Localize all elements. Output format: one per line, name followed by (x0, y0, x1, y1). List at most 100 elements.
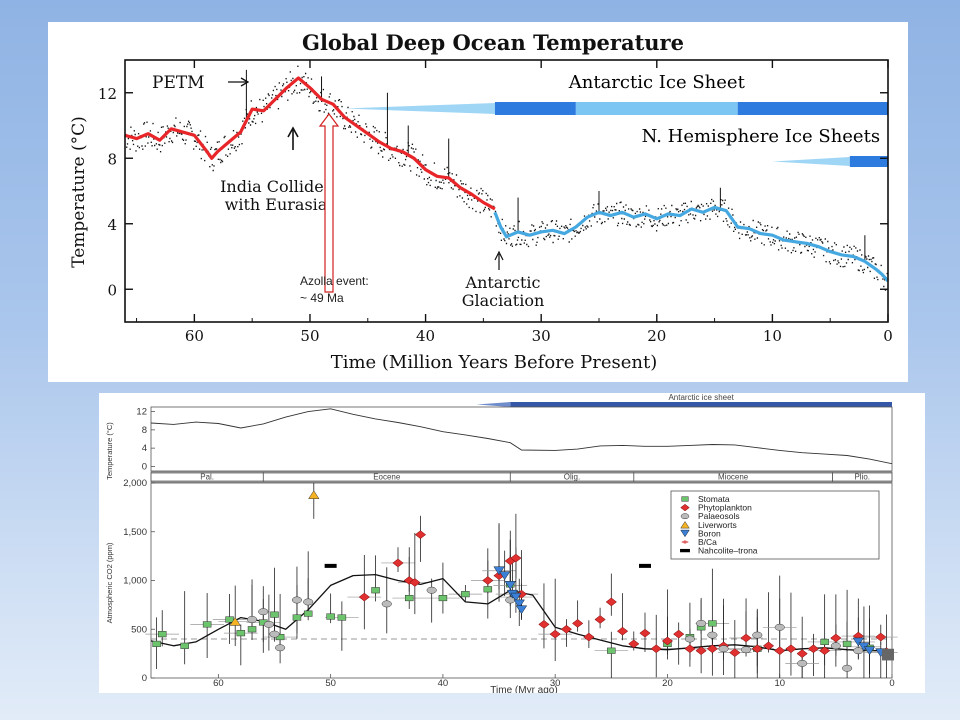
cross-c (683, 540, 687, 544)
ice-sheet-bars: Antarctic Ice Sheet N. Hemisphere Ice She… (344, 72, 888, 167)
co2-point-diamond (762, 641, 775, 651)
co2-point-triangle-up (308, 490, 320, 499)
co2-point-circle (381, 600, 392, 608)
inset-frame (150, 406, 893, 472)
inset-y-tick-label: 8 (142, 425, 147, 436)
legend-marker-cross (681, 540, 689, 544)
annotation-line: India Collides (220, 177, 332, 196)
co2-point-diamond (628, 639, 640, 649)
co2-point-circle (830, 642, 841, 650)
co2-x-axis-label: Time (Myr ago) (490, 685, 557, 693)
co2-point-circle (774, 623, 785, 631)
co2-point-square (180, 642, 189, 649)
legend-marker-diamond (680, 503, 690, 512)
co2-point-diamond (639, 628, 651, 638)
co2-point-diamond (650, 644, 662, 654)
co2-point-square (247, 626, 257, 633)
ice-bar-segment (849, 156, 888, 167)
co2-point-diamond (605, 597, 617, 607)
annotation-line: Azolla event: (300, 274, 369, 288)
annotation-line: ~ 49 Ma (300, 291, 344, 305)
co2-point-triangle-down (493, 566, 505, 576)
epoch-label: Pal. (200, 473, 214, 482)
co2-point-diamond (819, 646, 831, 656)
x-axis-label: Time (Million Years Before Present) (331, 352, 658, 373)
legend-box (670, 490, 880, 560)
co2-point-diamond (414, 530, 427, 539)
ice-bar-label: N. Hemisphere Ice Sheets (642, 126, 880, 147)
x-tick-label: 60 (185, 327, 204, 345)
deep-ocean-temperature-chart: Global Deep Ocean Temperature Antarctic … (69, 30, 893, 373)
co2-point-diamond (358, 592, 370, 602)
co2-point-diamond (594, 615, 606, 624)
x-tick-label: 50 (300, 327, 319, 345)
co2-point-triangle-up (229, 616, 241, 626)
antarctic-glaciation-arrow (494, 250, 504, 270)
co2-point-diamond (409, 578, 421, 587)
co2-point-triangle-down (863, 646, 876, 656)
inset-y-tick-label: 0 (142, 461, 147, 472)
co2-point-diamond (482, 576, 494, 585)
co2-epoch-strip (150, 472, 893, 483)
co2-point-circle (269, 630, 280, 638)
co2-point-diamond (751, 644, 763, 654)
co2-point-diamond (706, 644, 718, 654)
plot-frame (124, 59, 889, 323)
x-tick-label: 30 (532, 327, 551, 345)
co2-x-tick-label: 40 (438, 678, 449, 689)
legend-label: Stomata (698, 494, 730, 504)
co2-y-tick-label: 1,000 (123, 576, 147, 587)
legend-label: Liverworts (698, 520, 737, 530)
y-tick-label: 0 (107, 281, 117, 299)
co2-scatter: 0 500 1,000 1,500 2,000 60 50 40 30 20 10 0 (123, 472, 898, 689)
annotation-line: Antarctic (465, 273, 541, 292)
co2-point-circle (684, 635, 695, 643)
inset-y-axis-label: Temperature (°C) (105, 422, 114, 480)
ice-bar-segment (575, 102, 738, 115)
co2-point-circle (842, 664, 853, 672)
co2-x-tick-label: 10 (774, 678, 785, 689)
inset-temperature-line (150, 408, 893, 465)
y-tick-label: 8 (107, 150, 117, 168)
present-co2-bar (882, 648, 894, 661)
co2-point-circle (707, 631, 718, 639)
co2-point-diamond (661, 636, 674, 646)
co2-point-diamond (807, 644, 820, 654)
legend-label: Nahcolite–trona (698, 546, 758, 556)
co2-y-axis-label: Atmospheric CO2 (ppm) (105, 542, 114, 623)
co2-point-square (236, 630, 246, 637)
co2-point-circle (718, 645, 729, 653)
y-tick-label: 12 (98, 85, 117, 103)
annotation-line: Glaciation (462, 291, 545, 310)
co2-point-circle (258, 608, 269, 616)
legend-label: Palaeosols (698, 511, 740, 521)
co2-point-triangle-down (504, 581, 516, 590)
co2-point-square (842, 640, 852, 647)
co2-point-square (483, 586, 493, 593)
axes: 60 50 40 30 20 10 0 0 4 8 12 (98, 59, 893, 345)
co2-y-tick-label: 0 (142, 673, 147, 684)
epoch-strip (150, 471, 893, 482)
y-tick-label: 4 (107, 216, 117, 234)
x-tick-label: 10 (763, 327, 782, 345)
co2-point-bar (639, 563, 651, 568)
co2-x-tick-label: 50 (325, 678, 336, 689)
temperature-inset: Antarctic ice sheet 0 4 8 12 Pal. Eocene Olig. M… (136, 393, 893, 482)
ice-bar-label: Antarctic Ice Sheet (568, 72, 746, 93)
co2-point-square (157, 631, 167, 638)
co2-point-circle (291, 596, 303, 604)
co2-point-square (270, 611, 279, 618)
legend-label: Boron (698, 528, 721, 538)
legend-marker-square (681, 496, 689, 502)
annotation-azolla-event: Azolla event: ~ 49 Ma (300, 274, 369, 305)
co2-point-square (202, 621, 212, 628)
legend-label: B/Ca (698, 537, 717, 547)
co2-point-diamond (695, 646, 707, 656)
co2-point-diamond (510, 553, 522, 563)
co2-point-square (152, 640, 161, 647)
co2-point-circle (853, 647, 864, 655)
co2-point-diamond (774, 646, 786, 656)
co2-point-triangle-down (515, 605, 528, 615)
ice-bar-segment (737, 102, 888, 115)
co2-point-circle (752, 631, 763, 639)
